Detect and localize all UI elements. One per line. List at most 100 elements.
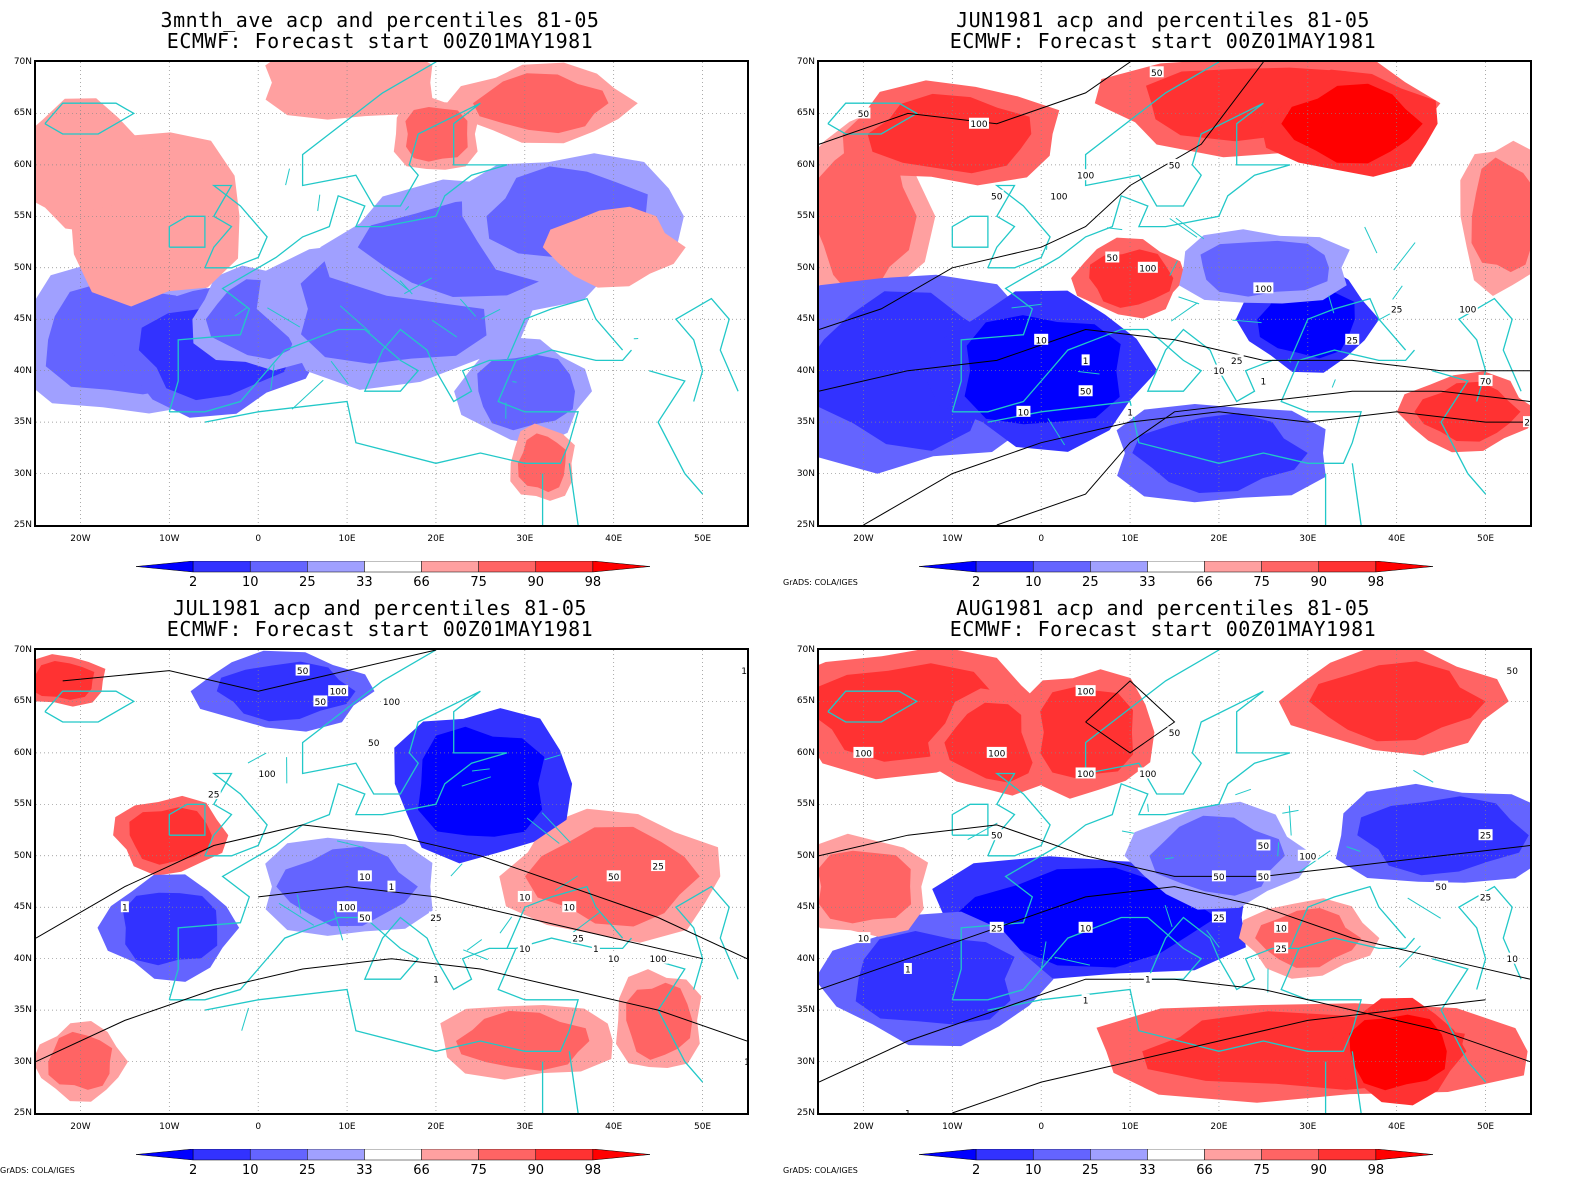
colorbar-label: 2 [188,1163,198,1178]
colorbar-label: 33 [356,575,373,590]
contour-line [819,328,1530,392]
contour-label: 1 [1145,976,1151,986]
colorbar-label: 66 [1196,1163,1213,1178]
country-border [526,817,560,844]
contour-label-bg [1048,189,1069,201]
colorbar-label: 25 [299,575,316,590]
contour-label: 50 [368,739,380,749]
colorbar-label: 66 [1196,575,1213,590]
colorbar-swatch [919,561,977,573]
percentile-region [1309,661,1486,742]
contour-label-bg [295,664,310,676]
colorbar-swatch [1032,1149,1091,1161]
country-border [380,268,412,293]
y-tick-label: 25N [13,520,32,530]
country-border [1331,379,1336,388]
y-tick-label: 55N [13,799,32,810]
y-tick-label: 45N [796,314,815,325]
percentile-region [1349,1014,1447,1091]
x-tick-label: 20W [853,1122,874,1132]
colorbar-label: 90 [1310,1163,1328,1178]
percentile-region [1149,815,1285,896]
colorbar-label: 66 [413,1163,430,1178]
country-border [1206,930,1220,948]
colorbar-label: 98 [1367,1163,1385,1178]
y-tick-label: 50N [796,850,815,861]
panel-subtitle: ECMWF: Forecast start 00Z01MAY1981 [949,29,1377,53]
contour-label-bg [1505,952,1520,964]
contour-label-bg [1075,767,1096,779]
country-border [459,298,477,317]
contour-label-bg [968,117,989,129]
country-border [1377,312,1392,322]
country-border [291,379,324,410]
contour-label: 50 [858,110,870,120]
y-tick-label: 30N [796,468,815,479]
contour-label: 100 [1077,770,1094,780]
contour-label: 50 [1213,873,1225,883]
country-border [431,319,458,338]
colorbar-swatch [307,561,365,573]
grads-credit: GrADS: COLA/IGES [783,1166,858,1175]
coastline [649,370,704,495]
colorbar-label: 66 [413,575,430,590]
percentile-region [48,1031,113,1090]
y-tick-label: 30N [13,1056,32,1067]
contour-label-bg [1505,664,1520,676]
country-border [1178,296,1200,305]
y-tick-label: 40N [796,365,815,376]
colorbar-label: 10 [1024,575,1042,590]
colorbar-label: 2 [971,575,981,590]
colorbar-swatch [1375,561,1433,573]
contour-label-bg [387,880,396,892]
colorbar-label: 33 [356,1163,373,1178]
country-border [554,875,578,891]
map-svg [36,62,747,525]
colorbar-label: 90 [1310,575,1328,590]
contour-label: 25 [1480,893,1491,903]
x-tick-label: 40E [605,1122,623,1132]
contour-line [819,978,1530,1083]
contour-label: 50 [1506,667,1518,677]
y-tick-label: 50N [13,262,32,273]
contour-label: 100 [1459,305,1476,315]
map-plot [34,60,749,527]
contour-label-bg [989,189,1004,201]
country-border [512,381,517,383]
colorbar-swatch [249,1149,308,1161]
colorbar-label: 98 [584,575,602,590]
contour-label: 100 [988,749,1005,759]
country-border [336,840,364,848]
contour-label-bg [1256,870,1271,882]
contour-label-bg [571,932,586,944]
country-border [1164,904,1173,927]
y-tick-label: 30N [796,1056,815,1067]
contour-label: 1 [593,945,599,955]
coastline [987,772,1051,857]
coastline [44,102,136,135]
y-tick-label: 65N [13,108,32,119]
x-tick-label: 0 [255,534,262,544]
colorbar-swatch [975,561,1034,573]
contour-label: 25 [1275,945,1286,955]
country-border [571,911,601,934]
country-border [471,768,490,772]
percentile-region [819,850,912,924]
coastline [169,328,632,413]
contour-label: 50 [1107,254,1119,264]
coastline [674,297,739,402]
country-border [267,307,301,328]
country-border [499,916,513,934]
colorbar-label: 10 [1024,1163,1042,1178]
country-border [1235,788,1252,796]
percentile-region [473,73,609,134]
country-border [399,280,413,295]
contour-label-bg [1253,282,1274,294]
y-tick-label: 70N [796,645,815,655]
coastline [1351,1051,1362,1113]
contour-label-bg [257,767,278,779]
map-plot: 50 100 100 50 50 100 25 10 1 1 100 50 25 10 10 25 1 10 10 1… [34,648,749,1115]
x-tick-label: 10E [338,1122,356,1132]
panel-1: 3mnth_ave acp and percentiles 81-05 ECMW… [0,0,760,590]
y-tick-label: 70N [796,57,815,67]
